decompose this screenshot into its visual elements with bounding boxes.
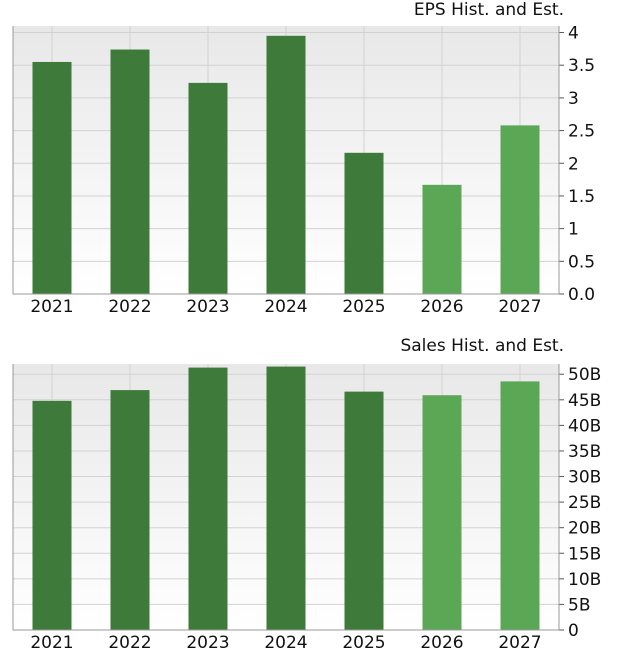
y-tick-label: 40B — [568, 416, 601, 436]
x-tick-label: 2024 — [264, 297, 307, 317]
x-tick-label: 2023 — [186, 297, 229, 317]
x-tick-label: 2025 — [342, 633, 385, 653]
bar-historical — [32, 61, 72, 294]
y-tick-label: 45B — [568, 391, 601, 411]
x-tick-label: 2026 — [420, 297, 463, 317]
eps-chart-canvas: 0.0 0.5 1 1.5 2 2.5 3 3.5 4 2021 2022 2023 2024 2025 2… — [12, 24, 595, 317]
eps-chart: EPS Hist. and Est. 0.0 0.5 1 1.5 2 2.5 3 3.5 4 20… — [0, 0, 620, 322]
y-tick-label: 4 — [568, 24, 579, 44]
x-tick-label: 2025 — [342, 297, 385, 317]
bar-estimate — [500, 381, 540, 630]
bar-historical — [344, 391, 384, 630]
eps-chart-title: EPS Hist. and Est. — [413, 0, 564, 20]
y-tick-label: 3 — [568, 89, 579, 109]
bar-historical — [188, 82, 228, 295]
y-tick-label: 0.0 — [568, 285, 595, 305]
sales-chart-title: Sales Hist. and Est. — [400, 336, 564, 356]
y-tick-label: 50B — [568, 365, 601, 385]
y-tick-label: 0.5 — [568, 252, 595, 272]
x-tick-label: 2026 — [420, 633, 463, 653]
y-tick-label: 20B — [568, 519, 601, 539]
x-tick-label: 2024 — [264, 633, 307, 653]
x-tick-label: 2021 — [30, 297, 73, 317]
bar-historical — [266, 35, 306, 295]
sales-chart: Sales Hist. and Est. 0 5B 10B 15B 20B 25B 30B 3… — [0, 336, 620, 662]
y-tick-label: 2.5 — [568, 122, 595, 142]
y-tick-label: 30B — [568, 468, 601, 488]
plot-frame — [12, 26, 560, 295]
plot-frame — [12, 364, 560, 631]
x-tick-label: 2023 — [186, 633, 229, 653]
bar-estimate — [500, 125, 540, 294]
x-tick-label: 2027 — [498, 297, 541, 317]
bar-estimate — [422, 184, 462, 294]
x-tick-label: 2027 — [498, 633, 541, 653]
sales-chart-canvas: 0 5B 10B 15B 20B 25B 30B 35B 40B 45B 50B 2021 2022 20… — [12, 364, 601, 653]
y-tick-label: 25B — [568, 493, 601, 513]
y-tick-label: 1.5 — [568, 187, 595, 207]
bar-historical — [110, 390, 150, 630]
x-tick-label: 2021 — [30, 633, 73, 653]
bar-historical — [110, 49, 150, 294]
y-tick-label: 2 — [568, 154, 579, 174]
y-tick-label: 3.5 — [568, 56, 595, 76]
bar-historical — [32, 400, 72, 630]
y-tick-label: 35B — [568, 442, 601, 462]
y-tick-label: 10B — [568, 570, 601, 590]
x-tick-label: 2022 — [108, 633, 151, 653]
bar-historical — [344, 152, 384, 294]
bar-historical — [188, 367, 228, 630]
y-tick-label: 0 — [568, 621, 579, 641]
bar-historical — [266, 366, 306, 630]
y-tick-label: 15B — [568, 544, 601, 564]
y-tick-label: 1 — [568, 220, 579, 240]
y-tick-label: 5B — [568, 595, 590, 615]
bar-estimate — [422, 395, 462, 630]
x-tick-label: 2022 — [108, 297, 151, 317]
